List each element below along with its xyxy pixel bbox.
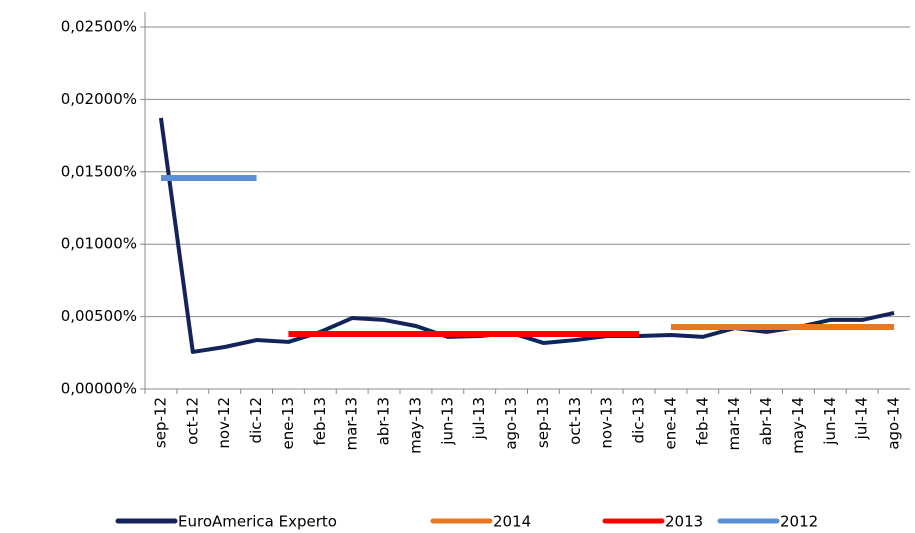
y-tick-label: 0,00000% (61, 380, 137, 398)
legend-label: EuroAmerica Experto (178, 513, 337, 531)
x-tick-label: sep-12 (151, 397, 169, 448)
y-tick-label: 0,01500% (61, 162, 137, 180)
x-tick-label: ago-13 (502, 397, 520, 450)
x-tick-label: dic-13 (630, 397, 648, 443)
x-tick-label: may-14 (789, 397, 807, 454)
y-tick-label: 0,01000% (61, 235, 137, 253)
x-tick-label: abr-13 (375, 397, 393, 445)
x-tick-label: jun-14 (821, 397, 839, 446)
x-tick-label: may-13 (406, 397, 424, 454)
x-tick-label: dic-12 (247, 397, 265, 443)
x-tick-label: mar-13 (343, 397, 361, 451)
x-tick-label: jun-13 (438, 397, 456, 446)
y-tick-label: 0,00500% (61, 307, 137, 325)
x-tick-label: ene-13 (279, 397, 297, 449)
x-tick-label: abr-14 (757, 397, 775, 445)
x-tick-label: feb-13 (311, 397, 329, 446)
legend-label: 2012 (780, 513, 818, 531)
x-tick-label: jul-14 (853, 397, 871, 440)
legend-label: 2013 (665, 513, 703, 531)
series-line (158, 117, 895, 354)
x-tick-label: oct-13 (566, 397, 584, 445)
y-tick-label: 0,02000% (61, 90, 137, 108)
y-tick-label: 0,02500% (61, 18, 137, 36)
x-tick-label: feb-14 (693, 397, 711, 446)
x-tick-label: nov-12 (215, 397, 233, 449)
x-tick-label: nov-13 (598, 397, 616, 449)
x-tick-label: jul-13 (470, 397, 488, 440)
x-tick-label: oct-12 (183, 397, 201, 445)
legend-label: 2014 (493, 513, 531, 531)
x-tick-label: mar-14 (725, 397, 743, 451)
x-tick-label: ago-14 (885, 397, 903, 450)
x-tick-label: ene-14 (661, 397, 679, 449)
x-tick-label: sep-13 (534, 397, 552, 448)
